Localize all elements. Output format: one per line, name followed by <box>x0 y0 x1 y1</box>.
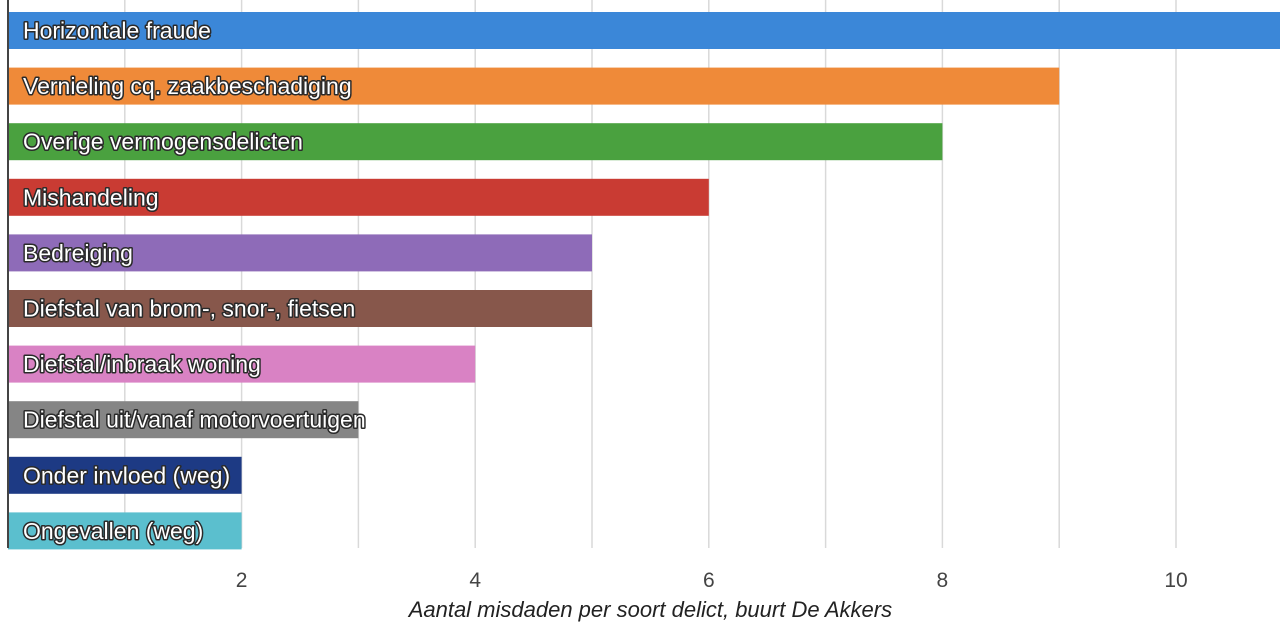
bar <box>8 345 476 383</box>
x-tick-label: 6 <box>703 569 715 592</box>
bar-label: Ongevallen (weg) <box>23 518 203 544</box>
bar <box>8 234 592 272</box>
x-tick-label: 2 <box>236 569 248 592</box>
bar <box>8 178 709 216</box>
x-tick-labels: 2 4 6 8 10 <box>236 569 1188 592</box>
x-tick-label: 10 <box>1164 569 1187 592</box>
bar-label: Diefstal van brom-, snor-, fietsen <box>23 296 355 322</box>
bar-labels: Horizontale fraude Vernieling cq. zaakbes… <box>22 16 368 545</box>
bar-label: Diefstal uit/vanaf motorvoertuigen <box>23 407 366 433</box>
bar <box>8 401 359 439</box>
x-tick-label: 4 <box>469 569 481 592</box>
bar-label: Horizontale fraude <box>23 18 211 44</box>
bar <box>8 12 1280 49</box>
bar-label: Mishandeling <box>23 184 159 210</box>
bars <box>8 12 1280 550</box>
bar-label: Overige vermogensdelicten <box>23 129 303 155</box>
bar-label: Vernieling cq. zaakbeschadiging <box>23 73 352 99</box>
bar <box>8 290 592 327</box>
bar-label: Onder invloed (weg) <box>23 462 230 488</box>
bar <box>8 512 242 550</box>
x-tick-label: 8 <box>937 569 949 592</box>
bar-label: Bedreiging <box>23 240 133 266</box>
bar <box>8 123 943 161</box>
bar-label: Diefstal/inbraak woning <box>23 351 261 377</box>
x-axis-title: Aantal misdaden per soort delict, buurt … <box>407 597 892 622</box>
bar <box>8 456 242 494</box>
bar <box>8 67 1060 105</box>
